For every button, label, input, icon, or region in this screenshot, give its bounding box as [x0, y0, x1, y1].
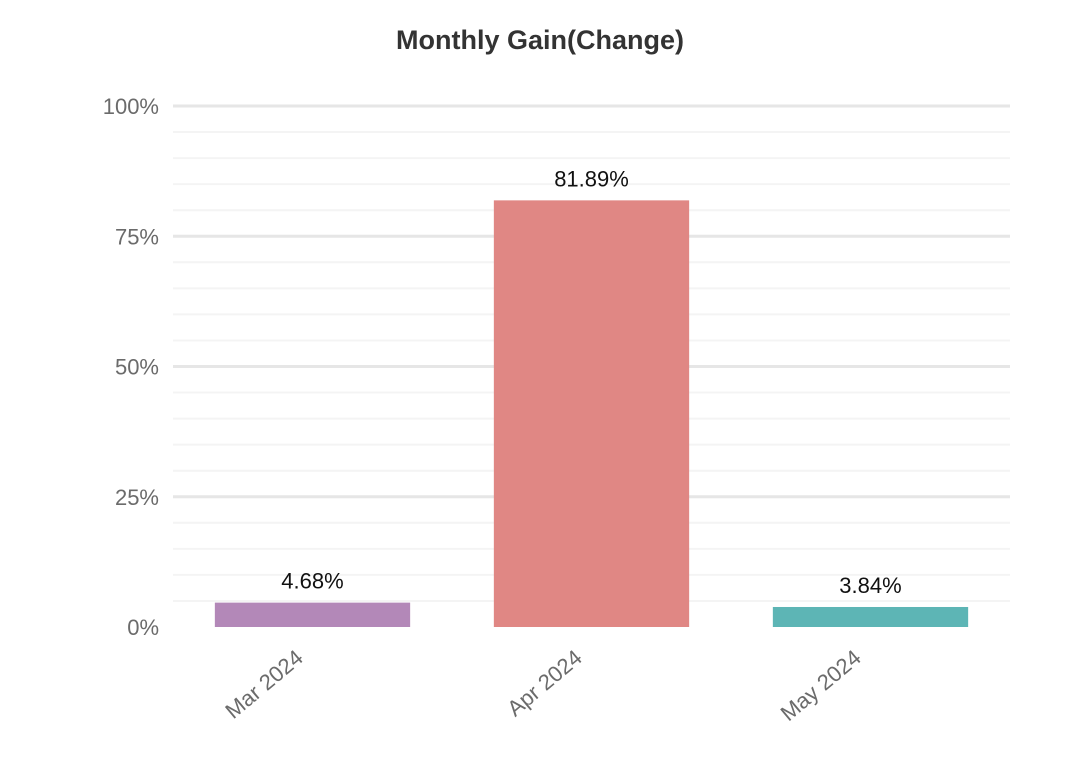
bar-apr-2024: [493, 200, 690, 628]
bar-value-label: 3.84%: [839, 573, 901, 598]
bar-value-label: 4.68%: [281, 569, 343, 594]
y-tick-label: 75%: [115, 224, 159, 249]
y-tick-label: 50%: [115, 355, 159, 380]
bar-value-labels: 4.68% 81.89% 3.84%: [281, 166, 901, 598]
y-tick-label: 25%: [115, 485, 159, 510]
y-tick-label: 100%: [103, 94, 159, 119]
bars: [214, 200, 969, 628]
x-tick-label: Mar 2024: [220, 645, 307, 724]
x-tick-label: May 2024: [776, 645, 866, 726]
bar-value-label: 81.89%: [554, 166, 629, 191]
bar-may-2024: [772, 606, 969, 627]
y-axis-ticks: 0% 25% 50% 75% 100%: [103, 94, 159, 640]
y-tick-label: 0%: [127, 615, 159, 640]
x-axis-ticks: Mar 2024 Apr 2024 May 2024: [220, 645, 865, 726]
chart-title: Monthly Gain(Change): [396, 25, 684, 55]
bar-mar-2024: [214, 602, 411, 627]
x-tick-label: Apr 2024: [502, 645, 586, 722]
